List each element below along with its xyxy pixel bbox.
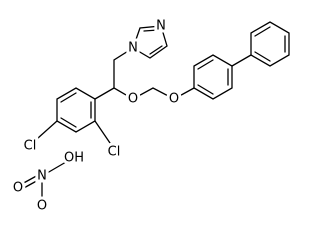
atom-label: O — [128, 92, 138, 107]
chain — [113, 47, 195, 100]
dichlorophenyl-ring — [56, 87, 96, 133]
bond — [94, 120, 111, 144]
atom-label: Cl — [24, 139, 37, 154]
atom-label: OH — [64, 151, 84, 166]
double-bond — [149, 45, 163, 55]
double-bond — [21, 177, 43, 190]
phenyl-ring — [250, 21, 290, 67]
bonds — [19, 21, 290, 204]
double-bond — [197, 59, 214, 70]
double-bond — [19, 173, 41, 186]
bond — [41, 161, 67, 177]
bond — [37, 120, 58, 139]
atom-label: N — [156, 19, 166, 34]
double-bond — [197, 84, 214, 95]
imidazole-ring — [132, 25, 168, 59]
atom-label: N — [37, 169, 47, 184]
atom-label: Cl — [108, 145, 121, 160]
bond — [94, 87, 115, 100]
double-bond — [60, 92, 77, 103]
atom-labels: N N O O Cl Cl O N OH O — [10, 16, 182, 217]
atom-label: N — [128, 41, 138, 56]
atom-label: O — [169, 92, 179, 107]
double-bond — [60, 117, 77, 128]
structure-diagram: N N O O Cl Cl O N OH O — [10, 16, 290, 217]
double-bond — [254, 26, 271, 37]
bond — [231, 54, 252, 67]
atom-label: O — [13, 181, 23, 196]
phenyl-ring — [193, 54, 233, 100]
double-bond — [143, 29, 159, 32]
double-bond — [254, 51, 271, 62]
atom-label: O — [37, 199, 47, 214]
